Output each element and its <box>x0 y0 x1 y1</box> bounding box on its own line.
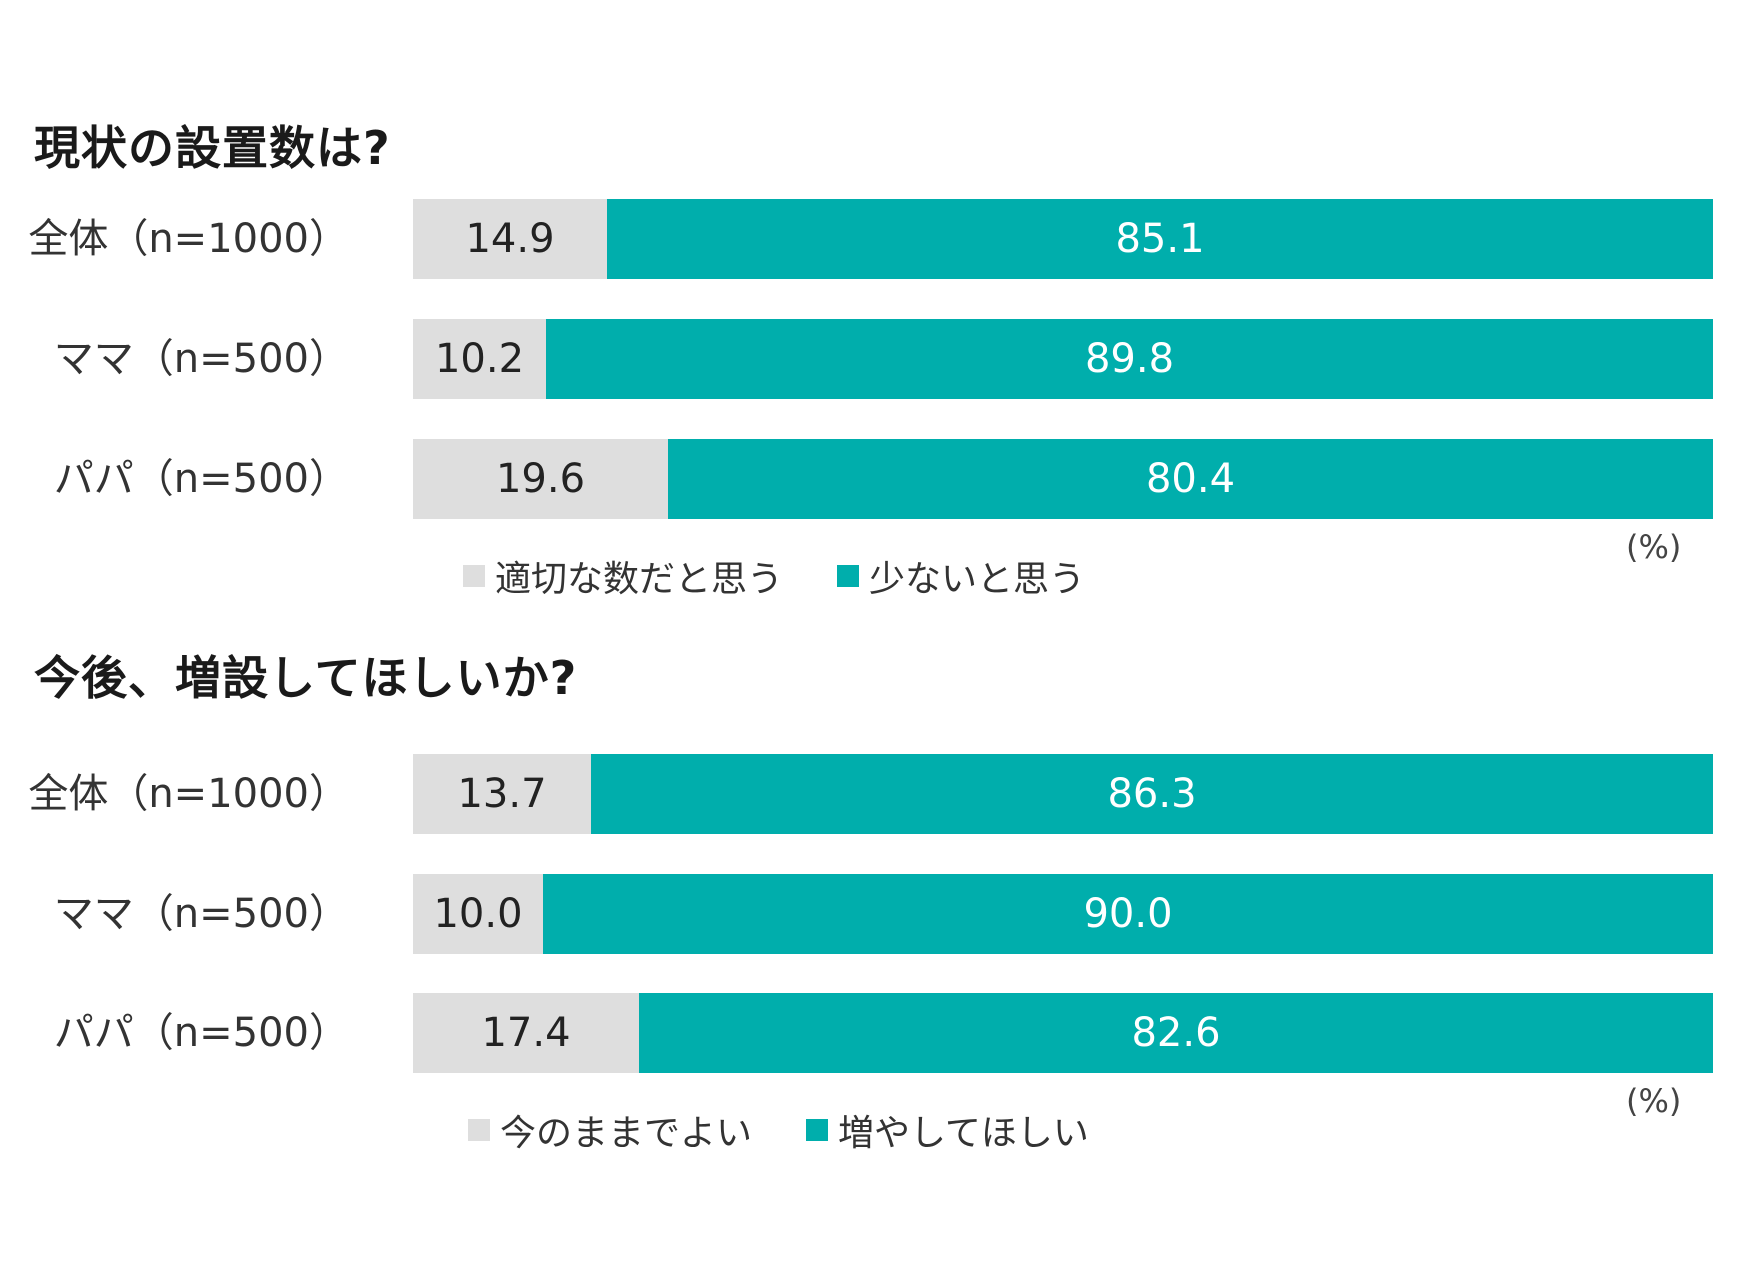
data-label: 13.7 <box>457 771 547 817</box>
legend-item: 増やしてほしい <box>806 1104 1089 1156</box>
bar-segment: 82.6 <box>639 993 1713 1073</box>
data-label: 10.2 <box>434 336 525 382</box>
legend-swatch <box>837 565 860 587</box>
chart-title: 現状の設置数は? <box>34 121 391 175</box>
data-label: 17.4 <box>481 1010 571 1056</box>
unit-label: (%) <box>1626 1082 1682 1120</box>
category-label: パパ（n=500） <box>53 1010 349 1056</box>
legend-swatch <box>463 565 485 587</box>
bar-segment: 10.0 <box>413 874 543 954</box>
category-label: 全体（n=1000） <box>28 216 349 262</box>
legend-label: 適切な数だと思う <box>495 559 784 600</box>
data-label: 86.3 <box>1107 771 1197 817</box>
data-label: 82.6 <box>1131 1010 1221 1056</box>
bar-row: 14.9 85.1 <box>413 199 1713 279</box>
bar-segment: 13.7 <box>413 754 591 834</box>
legend-label: 少ないと思う <box>869 559 1086 600</box>
bar-segment: 90.0 <box>543 874 1713 954</box>
data-label: 85.1 <box>1115 216 1205 262</box>
legend-item: 今のままでよい <box>468 1104 752 1156</box>
data-label: 10.0 <box>433 891 523 937</box>
legend: 今のままでよい 増やしてほしい <box>468 1104 1089 1156</box>
bar-segment: 85.1 <box>607 199 1713 279</box>
data-label: 19.6 <box>495 456 586 502</box>
legend-item: 適切な数だと思う <box>463 550 783 602</box>
category-label: パパ（n=500） <box>53 456 349 502</box>
bar-segment: 86.3 <box>591 754 1713 834</box>
legend-label: 増やしてほしい <box>838 1113 1089 1154</box>
bar-segment: 89.8 <box>546 319 1713 399</box>
bar-segment: 80.4 <box>668 439 1713 519</box>
bar-row: 13.7 86.3 <box>413 754 1713 834</box>
category-label: ママ（n=500） <box>53 336 349 382</box>
bar-row: 19.6 80.4 <box>413 439 1713 519</box>
bar-segment: 17.4 <box>413 993 639 1073</box>
legend-item: 少ないと思う <box>837 550 1085 602</box>
legend-swatch <box>468 1119 490 1141</box>
data-label: 89.8 <box>1084 336 1175 382</box>
bar-segment: 10.2 <box>413 319 546 399</box>
legend-swatch <box>806 1119 829 1141</box>
chart-title: 今後、増設してほしいか? <box>34 651 578 705</box>
bar-row: 10.0 90.0 <box>413 874 1713 954</box>
data-label: 90.0 <box>1083 891 1173 937</box>
legend: 適切な数だと思う 少ないと思う <box>463 550 1085 602</box>
bar-row: 10.2 89.8 <box>413 319 1713 399</box>
data-label: 80.4 <box>1145 456 1236 502</box>
bar-segment: 14.9 <box>413 199 607 279</box>
bar-segment: 19.6 <box>413 439 668 519</box>
data-label: 14.9 <box>465 216 555 262</box>
legend-label: 今のままでよい <box>500 1113 753 1154</box>
category-label: ママ（n=500） <box>53 891 349 937</box>
category-label: 全体（n=1000） <box>28 771 349 817</box>
chart-current-count: 現状の設置数は? 全体（n=1000） 14.9 85.1 ママ（n=500） … <box>0 0 1749 620</box>
bar-row: 17.4 82.6 <box>413 993 1713 1073</box>
unit-label: (%) <box>1626 528 1682 566</box>
